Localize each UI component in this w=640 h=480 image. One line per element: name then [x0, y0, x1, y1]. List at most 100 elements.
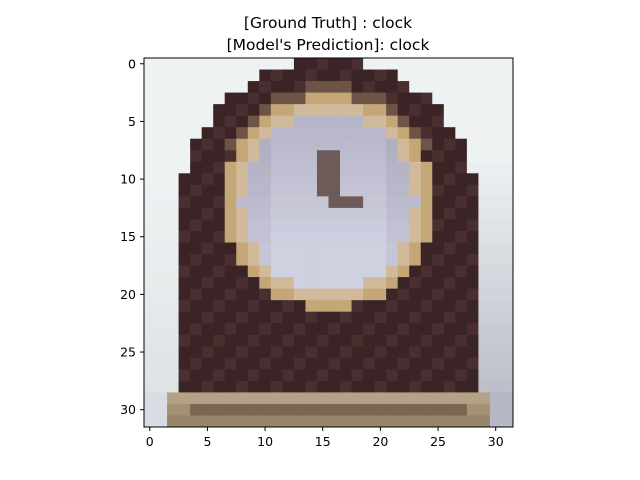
image-pixel	[270, 300, 283, 313]
image-pixel	[213, 300, 226, 313]
image-pixel	[340, 150, 352, 163]
image-pixel	[224, 219, 237, 232]
image-pixel	[236, 184, 249, 197]
image-pixel	[397, 288, 410, 301]
image-pixel	[305, 92, 318, 105]
image-pixel	[144, 230, 156, 243]
image-pixel	[259, 311, 272, 324]
image-pixel	[409, 219, 422, 232]
image-pixel	[247, 69, 260, 82]
image-pixel	[316, 415, 329, 428]
image-pixel	[259, 403, 272, 416]
image-pixel	[213, 380, 226, 393]
y-tick-label: 5	[128, 114, 136, 129]
image-pixel	[293, 311, 306, 324]
image-pixel	[316, 81, 329, 93]
image-pixel	[328, 334, 341, 347]
image-pixel	[466, 81, 479, 93]
image-pixel	[397, 150, 410, 163]
image-pixel	[455, 357, 468, 370]
image-pixel	[144, 161, 156, 174]
image-pixel	[201, 242, 214, 255]
image-pixel	[328, 207, 341, 220]
image-pixel	[236, 58, 249, 70]
image-pixel	[144, 334, 156, 347]
image-pixel	[432, 219, 445, 232]
image-pixel	[293, 69, 306, 82]
image-pixel	[305, 161, 318, 174]
image-pixel	[293, 92, 306, 105]
image-pixel	[155, 92, 168, 105]
image-pixel	[420, 265, 433, 278]
image-pixel	[409, 392, 422, 405]
image-pixel	[213, 392, 226, 405]
image-pixel	[305, 300, 318, 313]
image-pixel	[466, 380, 479, 393]
image-pixel	[190, 127, 203, 140]
image-pixel	[190, 277, 203, 290]
image-pixel	[213, 161, 226, 174]
image-pixel	[489, 58, 502, 70]
image-pixel	[305, 81, 318, 93]
image-pixel	[167, 230, 179, 243]
image-pixel	[213, 127, 226, 140]
image-pixel	[455, 334, 468, 347]
image-pixel	[213, 115, 226, 128]
image-pixel	[328, 242, 341, 255]
image-pixel	[501, 173, 514, 186]
image-pixel	[178, 311, 191, 324]
image-pixel	[489, 357, 502, 370]
image-pixel	[478, 369, 491, 382]
image-pixel	[489, 219, 502, 232]
image-pixel	[178, 115, 191, 128]
image-pixel	[247, 265, 260, 278]
image-pixel	[351, 369, 364, 382]
image-pixel	[213, 415, 226, 428]
image-pixel	[155, 369, 168, 382]
image-pixel	[167, 127, 179, 140]
image-pixel	[397, 127, 410, 140]
image-pixel	[236, 288, 249, 301]
image-pixel	[328, 300, 341, 313]
image-pixel	[397, 92, 410, 105]
image-pixel	[501, 380, 514, 393]
image-pixels	[144, 58, 514, 428]
image-pixel	[247, 104, 260, 117]
image-pixel	[224, 392, 237, 405]
image-pixel	[466, 173, 479, 186]
image-pixel	[178, 69, 191, 82]
title-line-1: [Ground Truth] : clock	[244, 14, 412, 32]
image-pixel	[386, 380, 399, 393]
image-pixel	[247, 92, 260, 105]
image-pixel	[270, 161, 283, 174]
image-pixel	[328, 58, 341, 70]
image-pixel	[328, 392, 341, 405]
image-pixel	[351, 242, 364, 255]
image-pixel	[351, 150, 364, 163]
image-pixel	[351, 196, 364, 209]
image-pixel	[363, 403, 376, 416]
image-pixel	[213, 403, 226, 416]
image-pixel	[363, 288, 376, 301]
image-pixel	[282, 138, 295, 151]
image-pixel	[224, 288, 237, 301]
image-pixel	[190, 81, 203, 93]
image-pixel	[351, 403, 364, 416]
image-pixel	[213, 277, 226, 290]
image-pixel	[282, 184, 295, 197]
image-pixel	[178, 207, 191, 220]
image-pixel	[259, 127, 272, 140]
image-pixel	[178, 150, 191, 163]
image-pixel	[201, 300, 214, 313]
image-pixel	[397, 300, 410, 313]
image-pixel	[478, 392, 491, 405]
image-pixel	[432, 277, 445, 290]
image-pixel	[270, 403, 283, 416]
image-pixel	[247, 288, 260, 301]
image-pixel	[340, 81, 352, 93]
image-pixel	[501, 265, 514, 278]
image-pixel	[305, 173, 318, 186]
image-pixel	[282, 369, 295, 382]
x-axis: 0 5 10 15 20 25 30	[146, 427, 504, 449]
image-pixel	[443, 323, 456, 336]
